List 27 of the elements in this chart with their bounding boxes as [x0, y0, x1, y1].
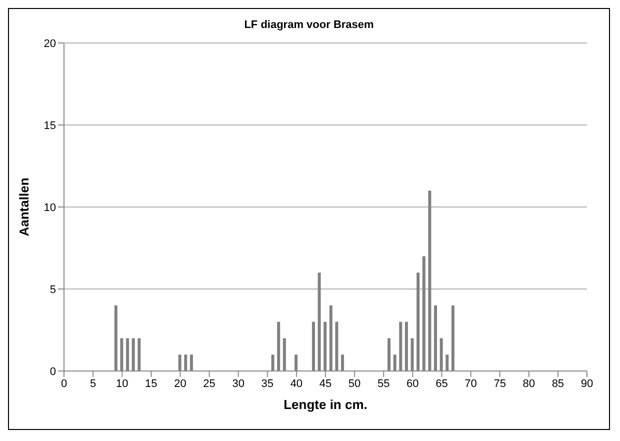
y-tick-label: 20: [44, 38, 56, 50]
chart-title: LF diagram voor Brasem: [243, 19, 375, 31]
x-tick-label: 15: [145, 378, 158, 390]
y-axis-title: Aantallen: [16, 178, 32, 236]
x-axis-title: Lengte in cm.: [284, 397, 368, 412]
x-tick-label: 55: [377, 378, 390, 390]
x-tick-label: 60: [406, 378, 419, 390]
x-tick-label: 75: [494, 378, 506, 390]
x-tick-label: 0: [60, 378, 68, 390]
y-tick-label: 0: [50, 366, 56, 378]
x-tick-label: 35: [261, 378, 274, 390]
x-tick-label: 90: [580, 378, 594, 390]
x-tick-label: 20: [174, 378, 186, 390]
x-tick-label: 70: [464, 378, 477, 390]
x-tick-label: 25: [203, 378, 216, 390]
x-tick-label: 5: [90, 378, 96, 390]
x-tick-label: 85: [552, 378, 564, 390]
x-tick-label: 30: [232, 378, 244, 390]
y-tick-label: 10: [44, 202, 56, 214]
x-tick-label: 65: [436, 378, 448, 390]
x-tick-label: 40: [290, 378, 303, 390]
x-tick-label: 80: [522, 378, 536, 390]
x-tick-label: 50: [348, 378, 361, 390]
y-tick-label: 5: [50, 284, 56, 296]
x-tick-label: 45: [319, 378, 332, 390]
x-tick-label: 10: [116, 378, 128, 390]
y-tick-label: 15: [44, 120, 56, 132]
